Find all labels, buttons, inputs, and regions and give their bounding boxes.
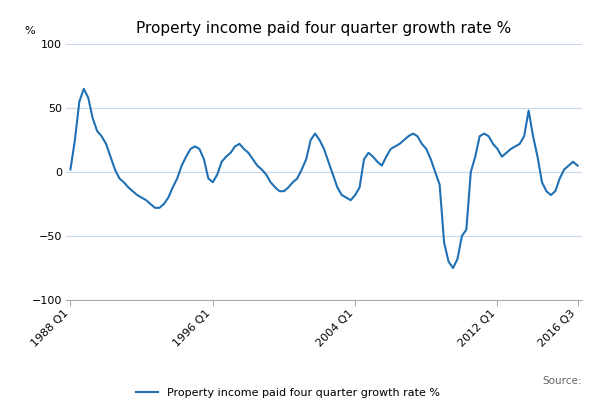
Property income paid four quarter growth rate % <box>138 195 145 200</box>
Property income paid four quarter growth rate % <box>80 86 88 91</box>
Title: Property income paid four quarter growth rate %: Property income paid four quarter growth… <box>136 21 512 36</box>
Property income paid four quarter growth rate % <box>378 163 385 168</box>
Property income paid four quarter growth rate % <box>263 172 270 177</box>
Property income paid four quarter growth rate % <box>187 146 194 151</box>
Line: Property income paid four quarter growth rate %: Property income paid four quarter growth… <box>70 89 578 268</box>
Property income paid four quarter growth rate % <box>574 163 581 168</box>
Legend: Property income paid four quarter growth rate %: Property income paid four quarter growth… <box>131 383 445 400</box>
Text: Source:: Source: <box>542 376 582 386</box>
Property income paid four quarter growth rate % <box>67 167 74 172</box>
Property income paid four quarter growth rate % <box>236 142 243 146</box>
Property income paid four quarter growth rate % <box>521 134 528 138</box>
Property income paid four quarter growth rate % <box>449 266 457 270</box>
Y-axis label: %: % <box>25 26 35 36</box>
